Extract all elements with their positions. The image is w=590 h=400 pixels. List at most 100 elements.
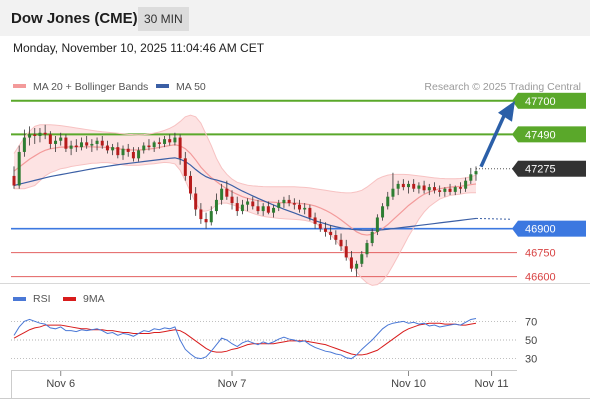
candle-body [64, 137, 68, 149]
rsi-legend-label: 9MA [83, 293, 105, 305]
ma50-line [13, 157, 477, 231]
candle-body [12, 175, 16, 186]
level-label: 46900 [525, 224, 556, 236]
candle-body [453, 187, 457, 192]
candle-body [168, 139, 172, 143]
candle-body [43, 132, 47, 135]
ma50-projection [475, 217, 511, 220]
x-tick-label: Nov 10 [391, 378, 426, 390]
candle-body [391, 188, 395, 197]
candle-body [147, 145, 151, 148]
candle-body [230, 196, 234, 204]
candle-body [209, 211, 213, 223]
candle-body [121, 148, 125, 156]
candle-body [365, 243, 369, 255]
candle-body [443, 188, 447, 192]
level-badge [518, 126, 586, 143]
candle-body [33, 134, 37, 136]
candle-body [22, 137, 26, 152]
candle-body [235, 203, 239, 212]
candle-body [131, 151, 135, 159]
instrument-title: Dow Jones (CME) [11, 10, 138, 27]
candle-body [225, 188, 229, 197]
level-label: 47700 [525, 96, 556, 108]
candle-body [256, 206, 260, 212]
candle-body [427, 187, 431, 191]
rsi-ma-line [13, 322, 477, 356]
candle-body [438, 190, 442, 192]
candle-body [17, 151, 21, 186]
level-badge-pointer [512, 220, 518, 237]
candle-body [188, 175, 192, 194]
candle-body [344, 246, 348, 258]
bollinger-lower-line [14, 161, 476, 286]
forecast-arrow-shaft [479, 115, 506, 168]
candle-body [111, 147, 115, 151]
candle-body [432, 187, 436, 191]
candle-body [272, 207, 276, 213]
level-badge-pointer [512, 160, 518, 177]
legend-label: MA 20 + Bollinger Bands [33, 81, 148, 93]
candle-body [214, 199, 218, 212]
rsi-line [13, 318, 477, 360]
rsi-tick-label: 70 [525, 316, 537, 328]
candle-body [282, 199, 286, 204]
candle-body [90, 143, 94, 146]
rsi-tick-label: 30 [525, 354, 537, 366]
x-tick-label: Nov 6 [46, 378, 75, 390]
candle-body [38, 132, 42, 136]
candle-body [308, 207, 312, 218]
candle-body [69, 145, 73, 149]
legend-swatch [156, 84, 169, 88]
timeframe-badge[interactable]: 30 MIN [138, 7, 189, 31]
candle-body [116, 147, 120, 156]
candle-body [469, 174, 473, 181]
candle-body [386, 196, 390, 207]
level-badge [518, 92, 586, 109]
level-badge [518, 220, 586, 237]
candle-body [407, 183, 411, 188]
candle-body [54, 140, 58, 144]
candle-body [48, 134, 52, 144]
legend-label: MA 50 [176, 81, 206, 93]
candle-body [396, 183, 400, 189]
candle-body [261, 206, 265, 212]
chart-header: Dow Jones (CME) 30 MIN [0, 0, 590, 36]
candle-body [246, 201, 250, 205]
candle-body [100, 140, 104, 146]
x-tick-label: Nov 7 [218, 378, 247, 390]
candle-body [464, 180, 468, 189]
candle-body [95, 140, 99, 144]
candle-body [85, 142, 89, 146]
candle-body [329, 231, 333, 236]
candle-body [157, 142, 161, 144]
candle-body [474, 171, 478, 175]
candle-body [355, 263, 359, 269]
candle-body [401, 183, 405, 188]
candle-body [448, 188, 452, 192]
candle-body [360, 254, 364, 264]
level-label: 47275 [525, 164, 556, 176]
candle-body [173, 137, 177, 143]
candle-body [137, 150, 141, 159]
bollinger-upper-line [13, 114, 477, 194]
report-datetime: Monday, November 10, 2025 11:04:46 AM CE… [13, 41, 265, 55]
candle-body [298, 204, 302, 210]
x-tick-label: Nov 11 [475, 378, 509, 390]
candle-body [318, 223, 322, 229]
ma20-line [13, 144, 477, 236]
candle-body [126, 148, 130, 152]
candle-body [163, 139, 167, 144]
candle-body [313, 217, 317, 224]
candle-body [194, 193, 198, 210]
candle-body [266, 206, 270, 213]
candle-body [220, 188, 224, 200]
level-label: 47490 [525, 129, 556, 141]
candle-body [339, 239, 343, 247]
candle-body [375, 217, 379, 232]
candle-body [412, 183, 416, 189]
candle-body [142, 145, 146, 151]
candle-body [178, 137, 182, 159]
bollinger-band-area [14, 115, 476, 286]
candle-body [323, 228, 327, 232]
